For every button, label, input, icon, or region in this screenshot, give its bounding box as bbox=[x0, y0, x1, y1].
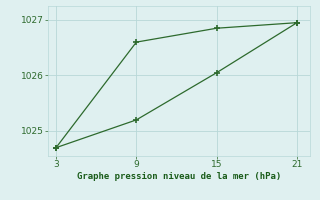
X-axis label: Graphe pression niveau de la mer (hPa): Graphe pression niveau de la mer (hPa) bbox=[77, 172, 281, 181]
